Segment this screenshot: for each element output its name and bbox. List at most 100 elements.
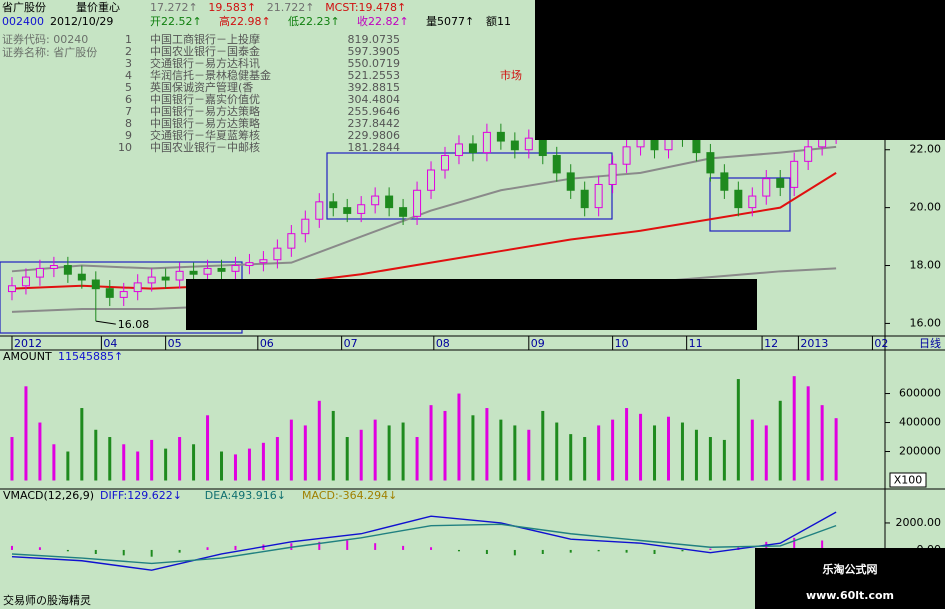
macd-bar <box>457 549 460 552</box>
volume-bar <box>666 416 670 481</box>
macd-item: DEA:493.916↓ <box>205 489 286 502</box>
volume-bar <box>164 448 168 481</box>
macd-bar <box>513 549 516 556</box>
candle-body <box>762 178 771 197</box>
candle-body <box>804 146 813 162</box>
volume-bar <box>220 451 224 481</box>
header-value: 量5077↑ <box>426 15 474 28</box>
volume-bar <box>806 386 810 481</box>
candle-body <box>468 143 477 154</box>
macd-item: MACD:-364.294↓ <box>302 489 397 502</box>
holder-name: 中国农业银行－中邮核 <box>150 140 260 154</box>
volume-bar <box>639 413 643 481</box>
volume-bar <box>80 408 84 481</box>
holder-rank: 9 <box>125 129 132 142</box>
candle-body <box>720 172 729 191</box>
candle-body <box>357 204 366 214</box>
candle-body <box>790 160 799 188</box>
y-tick-label: 2000.00 <box>896 516 942 529</box>
candle-body <box>454 143 463 157</box>
header-value: 开22.52↑ <box>150 15 202 28</box>
holder-rank: 4 <box>125 69 132 82</box>
unit-box <box>889 472 927 488</box>
macd-bar <box>653 549 656 554</box>
watermark-name: 乐淘公式网 <box>823 562 878 576</box>
volume-bar <box>541 410 545 481</box>
macd-bar <box>206 547 209 550</box>
macd-bar <box>66 549 69 552</box>
candle-body <box>441 155 449 171</box>
candle-body <box>189 270 198 275</box>
x-tick-label: 04 <box>103 337 117 350</box>
volume-bar <box>736 379 740 481</box>
macd-bar <box>681 549 684 552</box>
header-value: 17.272↑ <box>150 1 198 14</box>
holder-shares: 550.0719 <box>348 57 401 70</box>
macd-bar <box>709 548 712 550</box>
macd-bar <box>150 549 153 557</box>
volume-bar <box>471 415 475 481</box>
y-tick-label: 16.00 <box>910 316 942 329</box>
holder-name: 交通银行－华夏蓝筹核 <box>150 128 260 142</box>
macd-line <box>11 511 837 571</box>
volume-bar <box>345 437 349 481</box>
holder-rank: 3 <box>125 57 132 70</box>
header-value: 额11 <box>486 15 511 28</box>
holder-shares: 304.4804 <box>348 93 401 106</box>
volume-bar <box>108 437 112 481</box>
holder-name: 华润信托－景林稳健基金 <box>150 68 271 82</box>
volume-bar <box>387 425 391 481</box>
holder-name: 英国保诚资产管理(香 <box>150 80 253 94</box>
volume-bar <box>359 429 363 481</box>
volume-bar <box>136 451 140 481</box>
x-tick-label: 11 <box>689 337 703 350</box>
volume-bar <box>178 437 182 481</box>
volume-bar <box>38 422 42 481</box>
x-tick-label: 02 <box>874 337 888 350</box>
holder-name: 中国银行－嘉实价值优 <box>150 92 260 106</box>
date: 2012/10/29 <box>50 15 113 28</box>
candle-body <box>776 178 785 188</box>
holder-rank: 7 <box>125 105 132 118</box>
candle-body <box>385 195 394 209</box>
candle-body <box>524 137 533 151</box>
redaction <box>535 0 945 140</box>
volume-bar <box>10 437 14 481</box>
volume-bar <box>680 422 684 481</box>
candle-body <box>259 259 268 264</box>
candle-body <box>63 265 72 275</box>
volume-bar <box>792 376 796 481</box>
x-tick-label: 05 <box>168 337 182 350</box>
candle-body <box>510 140 519 151</box>
candle-body <box>119 291 128 298</box>
volume-bar <box>275 437 279 481</box>
header-value: MCST:19.478↑ <box>325 1 406 14</box>
candle-body <box>175 270 184 281</box>
holder-shares: 255.9646 <box>348 105 401 118</box>
volume-bar <box>555 422 559 481</box>
indicator-value: 11545885↑ <box>58 350 123 363</box>
volume-bar <box>750 419 754 481</box>
holder-rank: 5 <box>125 81 132 94</box>
macd-bar <box>346 540 349 550</box>
info-line: 证券名称: 省广股份 <box>2 45 97 59</box>
side-note: 市场 <box>500 68 522 82</box>
volume-bar <box>289 419 293 481</box>
candle-body <box>622 146 631 165</box>
candle-body <box>245 262 254 267</box>
macd-bar <box>541 549 544 554</box>
macd-bar <box>94 549 97 554</box>
macd-bar <box>821 540 824 550</box>
holder-rank: 8 <box>125 117 132 130</box>
volume-bar <box>457 393 461 481</box>
volume-bar <box>611 419 615 481</box>
holder-name: 交通银行－易方达科讯 <box>150 56 260 70</box>
marker-arrow <box>95 320 116 325</box>
volume-bar <box>122 444 126 481</box>
volume-bar <box>694 429 698 481</box>
volume-bar <box>499 419 503 481</box>
volume-bar <box>206 415 210 481</box>
candle-body <box>343 207 352 214</box>
y-tick-label: 22.00 <box>910 143 942 156</box>
candle-body <box>301 218 310 235</box>
